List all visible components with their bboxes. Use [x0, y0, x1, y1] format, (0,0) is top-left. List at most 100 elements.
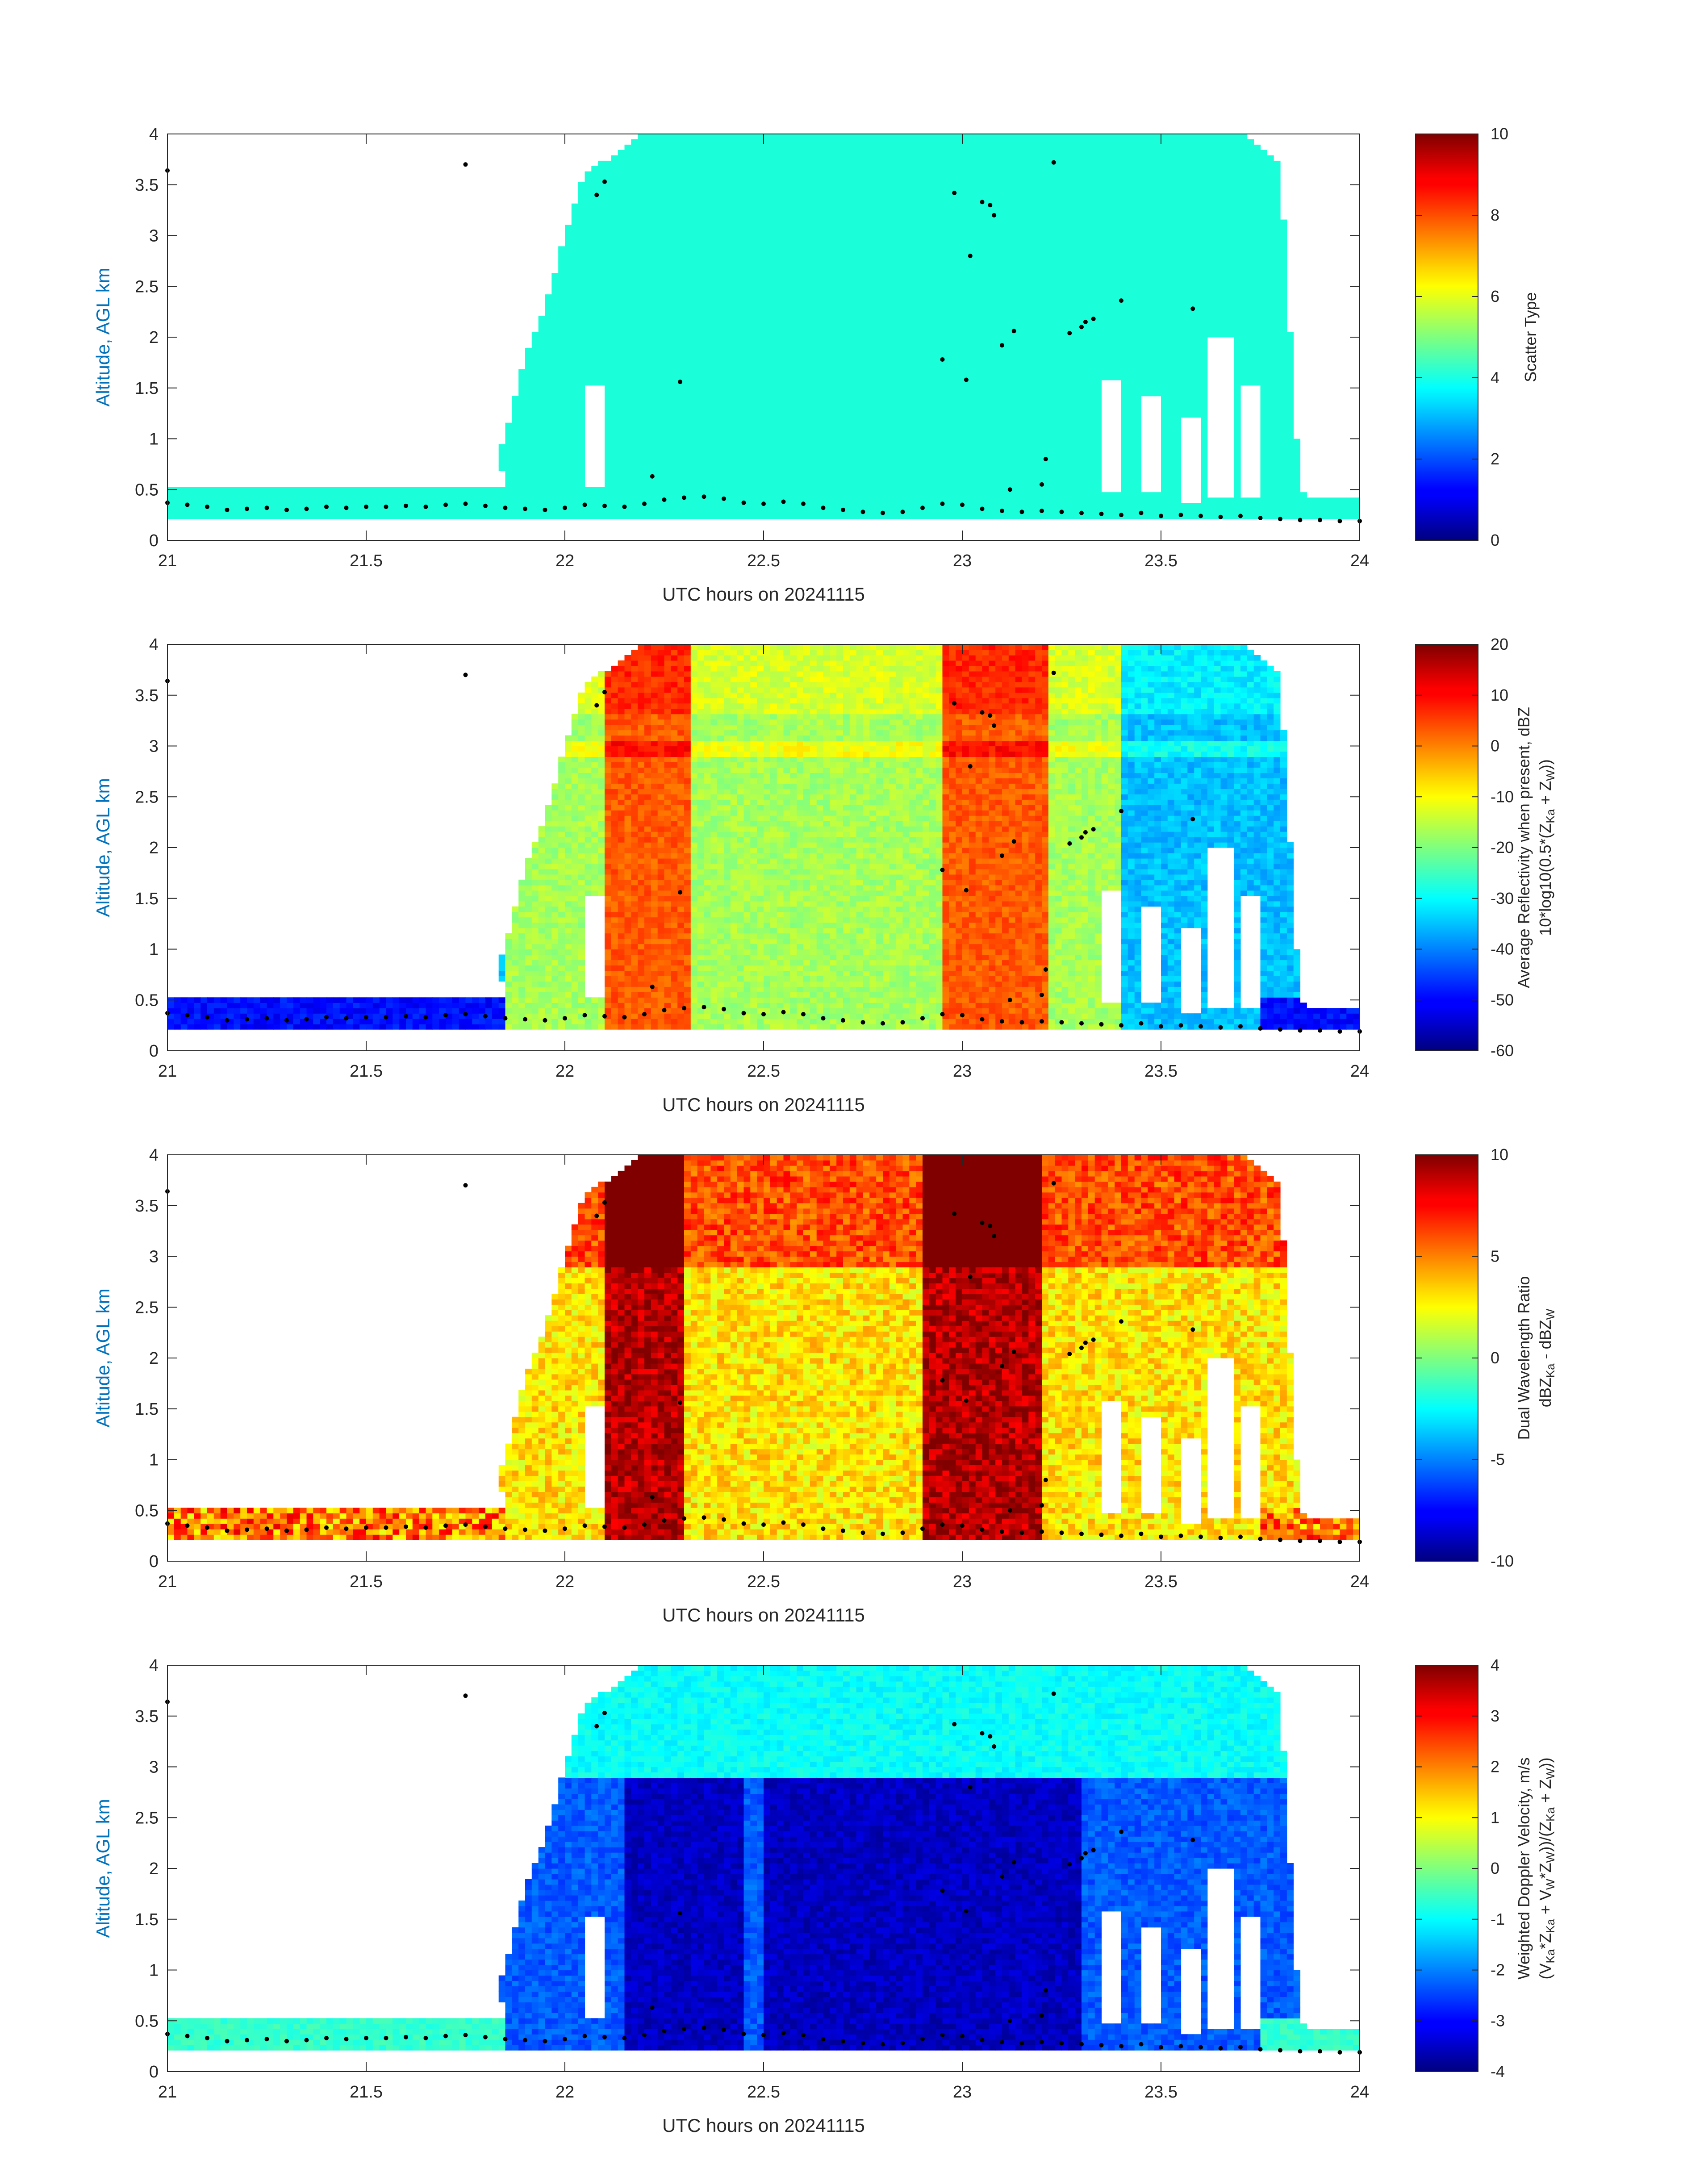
heatmap-cell [744, 267, 751, 273]
heatmap-cell [830, 225, 836, 231]
heatmap-cell [784, 364, 790, 370]
heatmap-cell [883, 225, 889, 231]
heatmap-cell [764, 262, 770, 268]
heatmap-cell [896, 300, 903, 305]
heatmap-cell [823, 273, 830, 279]
heatmap-cell [797, 407, 803, 413]
heatmap-cell [770, 171, 777, 177]
heatmap-cell [572, 364, 578, 370]
heatmap-cell [790, 209, 797, 215]
heatmap-cell [240, 497, 247, 503]
heatmap-cell [539, 471, 545, 476]
heatmap-cell [790, 236, 797, 242]
heatmap-cell [532, 460, 539, 466]
heatmap-cell [889, 171, 896, 177]
heatmap-cell [605, 225, 611, 231]
heatmap-cell [883, 257, 889, 263]
heatmap-cell [697, 209, 704, 215]
heatmap-cell [631, 177, 638, 183]
heatmap-cell [525, 353, 532, 359]
heatmap-cell [697, 348, 704, 354]
heatmap-cell [565, 284, 572, 289]
heatmap-cell [512, 444, 518, 450]
heatmap-cell [750, 359, 757, 364]
heatmap-cell [631, 385, 638, 391]
heatmap-cell [525, 497, 532, 503]
heatmap-cell [638, 326, 644, 332]
heatmap-cell [790, 225, 797, 231]
heatmap-cell [889, 139, 896, 145]
heatmap-cell [684, 332, 691, 338]
heatmap-cell [710, 166, 717, 172]
heatmap-cell [585, 246, 592, 252]
heatmap-cell [572, 449, 578, 455]
heatmap-cell [174, 508, 181, 514]
heatmap-cell [750, 412, 757, 418]
heatmap-cell [817, 230, 823, 236]
heatmap-cell [836, 251, 843, 257]
heatmap-cell [744, 375, 751, 380]
heatmap-cell [744, 188, 751, 193]
heatmap-cell [744, 177, 751, 183]
heatmap-cell [518, 369, 525, 375]
heatmap-cell [697, 246, 704, 252]
heatmap-cell [717, 166, 724, 172]
heatmap-cell [889, 492, 896, 498]
heatmap-cell [830, 230, 836, 236]
heatmap-cell [896, 455, 903, 460]
heatmap-cell [578, 391, 585, 397]
heatmap-cell [671, 150, 677, 156]
heatmap-cell [518, 385, 525, 391]
heatmap-cell [717, 134, 724, 140]
heatmap-cell [558, 246, 565, 252]
heatmap-cell [817, 423, 823, 429]
heatmap-cell [585, 214, 592, 220]
heatmap-cell [744, 332, 751, 338]
heatmap-cell [532, 332, 539, 338]
heatmap-cell [551, 343, 558, 348]
heatmap-cell [797, 262, 803, 268]
heatmap-cell [770, 353, 777, 359]
heatmap-cell [651, 487, 658, 493]
heatmap-cell [863, 396, 870, 402]
heatmap-cell [903, 380, 910, 386]
heatmap-cell [817, 316, 823, 322]
heatmap-cell [790, 241, 797, 247]
heatmap-cell [744, 139, 751, 145]
heatmap-cell [240, 492, 247, 498]
heatmap-cell [485, 508, 492, 514]
heatmap-cell [817, 139, 823, 145]
heatmap-cell [684, 359, 691, 364]
heatmap-cell [909, 449, 916, 455]
heatmap-cell [532, 434, 539, 439]
heatmap-cell [836, 236, 843, 242]
heatmap-cell [863, 182, 870, 188]
heatmap-cell [856, 364, 863, 370]
heatmap-cell [578, 220, 585, 226]
heatmap-cell [578, 492, 585, 498]
heatmap-cell [426, 492, 433, 498]
heatmap-cell [558, 434, 565, 439]
heatmap-cell [572, 305, 578, 311]
heatmap-cell [611, 155, 618, 161]
heatmap-cell [340, 492, 347, 498]
heatmap-cell [697, 150, 704, 156]
heatmap-cell [876, 230, 883, 236]
heatmap-cell [863, 310, 870, 316]
heatmap-cell [797, 198, 803, 204]
heatmap-cell [697, 294, 704, 300]
heatmap-cell [724, 294, 731, 300]
heatmap-cell [585, 284, 592, 289]
heatmap-cell [850, 423, 856, 429]
heatmap-cell [492, 508, 499, 514]
heatmap-cell [565, 455, 572, 460]
heatmap-cell [287, 497, 293, 503]
heatmap-cell [677, 251, 684, 257]
heatmap-cell [704, 337, 711, 343]
heatmap-cell [704, 380, 711, 386]
heatmap-cell [644, 204, 651, 209]
heatmap-cell [393, 514, 399, 519]
heatmap-cell [227, 487, 234, 493]
heatmap-cell [830, 150, 836, 156]
heatmap-cell [551, 497, 558, 503]
